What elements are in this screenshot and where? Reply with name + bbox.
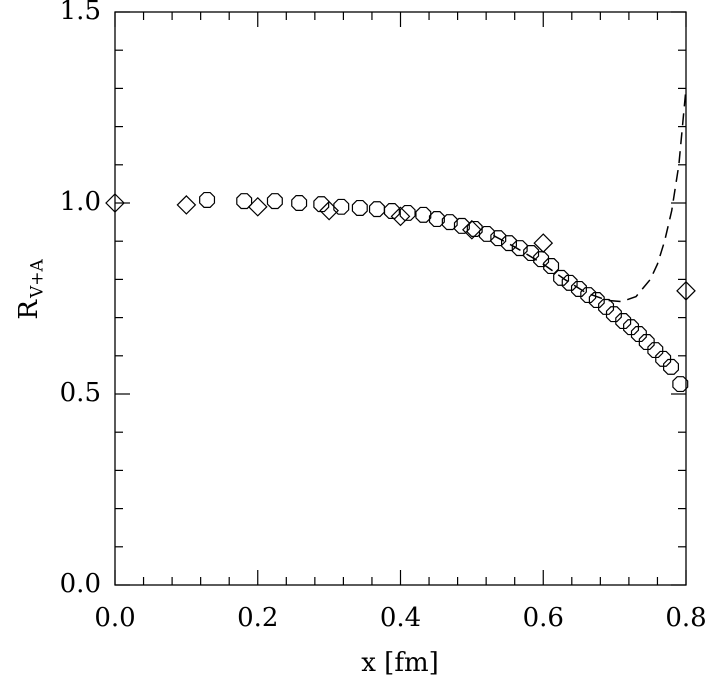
x-tick-label: 0.0 [94, 603, 135, 633]
x-tick-label: 0.6 [523, 603, 564, 633]
octagon-point [523, 245, 540, 262]
octagon-point [553, 269, 570, 286]
diamond-point [462, 219, 482, 240]
octagon-point [266, 193, 283, 210]
diamond-point [105, 193, 125, 213]
octagon-point [672, 376, 689, 393]
octagon-point [441, 214, 458, 231]
y-axis-label-group: R V+A [14, 258, 48, 319]
octagon-point [561, 274, 578, 291]
octagon-point [415, 206, 432, 223]
octagon-point [199, 191, 216, 208]
octagon-point [647, 342, 664, 359]
octagon-point [533, 251, 550, 268]
octagon-point [351, 199, 368, 216]
octagon-point [453, 217, 470, 234]
octagon-point [368, 201, 385, 218]
octagon-point [605, 306, 622, 323]
y-axis-label: R [14, 299, 44, 320]
y-tick-label: 0.5 [60, 378, 101, 408]
y-axis-label-sub: V+A [28, 258, 48, 299]
x-tick-label: 0.4 [380, 603, 421, 633]
octagon-point [570, 280, 587, 297]
octagon-point [399, 204, 416, 221]
octagon-point [543, 258, 560, 275]
x-tick-label: 0.2 [237, 603, 278, 633]
diamond-point [176, 195, 197, 215]
y-tick-label: 1.5 [60, 0, 101, 26]
octagon-point [663, 358, 680, 375]
octagon-point [291, 195, 308, 211]
octagon-point [428, 211, 445, 228]
diamond-point [390, 206, 411, 227]
diamond-point [319, 200, 339, 221]
y-tick-label: 0.0 [60, 569, 101, 599]
octagon-point [588, 292, 605, 309]
diamond-point [247, 196, 268, 217]
y-tick-label: 1.0 [60, 187, 101, 217]
diamond-point [533, 233, 554, 253]
x-axis-label: x [fm] [361, 648, 439, 678]
octagon-point [236, 193, 253, 210]
octagon-point [333, 198, 350, 215]
dashed-curve [492, 88, 687, 303]
octagon-point [313, 196, 330, 213]
x-tick-label: 0.8 [665, 603, 706, 633]
diamond-point [676, 281, 696, 301]
octagon-point [490, 230, 507, 247]
